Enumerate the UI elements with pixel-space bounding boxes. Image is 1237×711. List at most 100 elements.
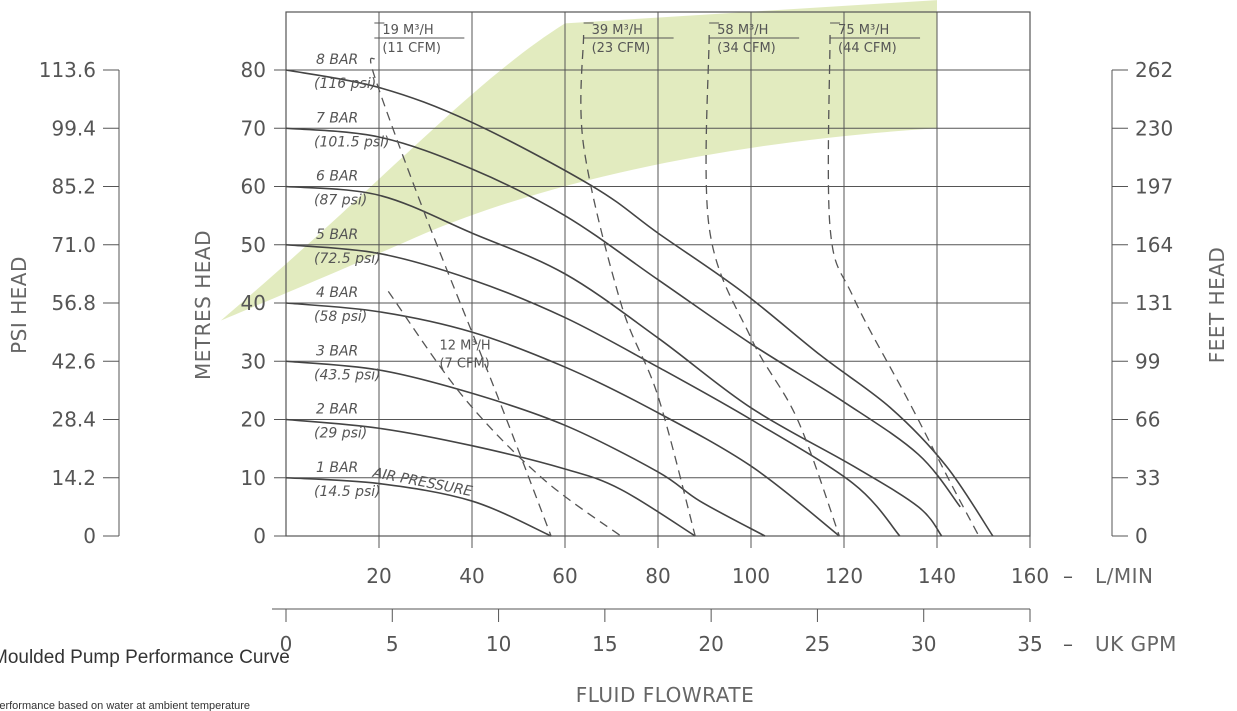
air-consumption-curve (827, 35, 980, 537)
feet-tick-label: 99 (1135, 349, 1160, 373)
lmin-tick-label: 100 (732, 564, 770, 588)
metres-tick-label: 40 (241, 291, 266, 315)
psi-tick-label: 14.2 (51, 466, 96, 490)
feet-tick-label: 197 (1135, 175, 1173, 199)
curve-psi-label: (87 psi) (314, 193, 367, 209)
psi-tick-label: 99.4 (51, 116, 96, 140)
air-flow-label: 75 M³/H (838, 23, 889, 38)
ukgpm-tick-label: 10 (486, 632, 511, 656)
psi-head-axis-title: PSI HEAD (7, 256, 31, 354)
chart-title: Moulded Pump Performance Curve (0, 647, 290, 668)
lmin-tick-label: 60 (552, 564, 577, 588)
lmin-tick-label: 160 (1011, 564, 1049, 588)
feet-tick-label: 164 (1135, 233, 1173, 257)
curve-psi-label: (116 psi) (314, 76, 376, 92)
psi-tick-label: 71.0 (51, 233, 96, 257)
curve-name-label: 2 BAR (316, 402, 358, 418)
curve-name-label: 8 BAR (316, 52, 358, 68)
curve-psi-label: (101.5 psi) (314, 134, 390, 150)
air-flow-cfm-label: (7 CFM) (439, 357, 489, 372)
ukgpm-tick-label: 35 (1017, 632, 1042, 656)
psi-tick-label: 56.8 (51, 291, 96, 315)
psi-tick-label: 85.2 (51, 175, 96, 199)
air-consumption-curve (387, 290, 622, 537)
pressure-curves (285, 69, 994, 537)
feet-head-axis-title: FEET HEAD (1205, 247, 1229, 364)
air-flow-cfm-label: (23 CFM) (592, 41, 651, 56)
ukgpm-tick-label: 5 (386, 632, 399, 656)
pressure-curve (285, 418, 696, 537)
air-flow-cfm-label: (44 CFM) (838, 41, 897, 56)
metres-tick-label: 20 (241, 408, 266, 432)
metres-tick-label: 60 (241, 175, 266, 199)
curve-name-label: 4 BAR (316, 285, 358, 301)
psi-tick-label: 113.6 (39, 58, 96, 82)
ukgpm-tick-label: 30 (911, 632, 936, 656)
air-flow-cfm-label: (11 CFM) (382, 41, 441, 56)
pressure-curve (285, 127, 961, 508)
efficiency-zone (220, 0, 937, 321)
lmin-tick-label: 140 (918, 564, 956, 588)
pressure-curve (285, 185, 943, 537)
curve-psi-label: (43.5 psi) (314, 367, 381, 383)
curve-name-label: 7 BAR (316, 110, 358, 126)
chart-subtitle: Performance based on water at ambient te… (0, 700, 250, 711)
pressure-curve (285, 69, 994, 537)
feet-tick-label: 66 (1135, 408, 1160, 432)
air-flow-label: 12 M³/H (439, 339, 490, 354)
air-consumption-curve (580, 35, 696, 537)
air-flow-label: 19 M³/H (382, 23, 433, 38)
pressure-curve (285, 302, 840, 537)
curve-psi-label: (58 psi) (314, 309, 367, 325)
axes: 80706050403020100113.699.485.271.056.842… (39, 58, 1173, 656)
feet-tick-label: 33 (1135, 466, 1160, 490)
grid (285, 11, 1031, 537)
ukgpm-tick-label: 0 (280, 632, 293, 656)
efficiency-zone-shading (220, 0, 937, 321)
curve-psi-label: (14.5 psi) (314, 484, 381, 500)
curve-psi-label: (72.5 psi) (314, 251, 381, 267)
ukgpm-unit-label: UK GPM (1095, 632, 1177, 656)
curve-psi-label: (29 psi) (314, 426, 367, 442)
air-flow-cfm-label: (34 CFM) (717, 41, 776, 56)
ukgpm-tick-label: 20 (698, 632, 723, 656)
curve-name-label: 5 BAR (316, 227, 358, 243)
feet-tick-label: 131 (1135, 291, 1173, 315)
feet-tick-label: 0 (1135, 524, 1148, 548)
metres-tick-label: 0 (253, 524, 266, 548)
metres-tick-label: 30 (241, 349, 266, 373)
curve-name-label: 3 BAR (316, 343, 358, 359)
metres-tick-label: 10 (241, 466, 266, 490)
air-pressure-label: AIR PRESSURE (370, 465, 473, 500)
ukgpm-tick-label: 15 (592, 632, 617, 656)
air-consumption-curve (705, 35, 840, 537)
lmin-unit-label: L/MIN (1095, 564, 1154, 588)
lmin-dash: – (1063, 564, 1073, 588)
air-consumption-curves (369, 35, 980, 537)
curve-labels: 1 BAR (14.5 psi)AIR PRESSURE 2 BAR (29 psi)… (314, 22, 921, 500)
air-consumption-curve (369, 57, 552, 537)
lmin-tick-label: 40 (459, 564, 484, 588)
metres-tick-label: 70 (241, 116, 266, 140)
curve-name-label: 1 BAR (316, 460, 358, 476)
air-flow-label: 58 M³/H (717, 23, 768, 38)
lmin-tick-label: 20 (366, 564, 391, 588)
feet-tick-label: 230 (1135, 116, 1173, 140)
air-flow-label: 39 M³/H (592, 23, 643, 38)
metres-tick-label: 50 (241, 233, 266, 257)
metres-tick-label: 80 (241, 58, 266, 82)
psi-tick-label: 0 (83, 524, 96, 548)
pressure-curve (285, 476, 552, 537)
lmin-tick-label: 80 (645, 564, 670, 588)
lmin-tick-label: 120 (825, 564, 863, 588)
psi-tick-label: 28.4 (51, 408, 96, 432)
pressure-curve (285, 243, 901, 537)
psi-tick-label: 42.6 (51, 349, 96, 373)
ukgpm-tick-label: 25 (805, 632, 830, 656)
pressure-curve (285, 360, 766, 537)
metres-head-axis-title: METRES HEAD (191, 230, 215, 380)
ukgpm-dash: – (1063, 632, 1073, 656)
fluid-flowrate-title: FLUID FLOWRATE (576, 683, 754, 707)
feet-tick-label: 262 (1135, 58, 1173, 82)
